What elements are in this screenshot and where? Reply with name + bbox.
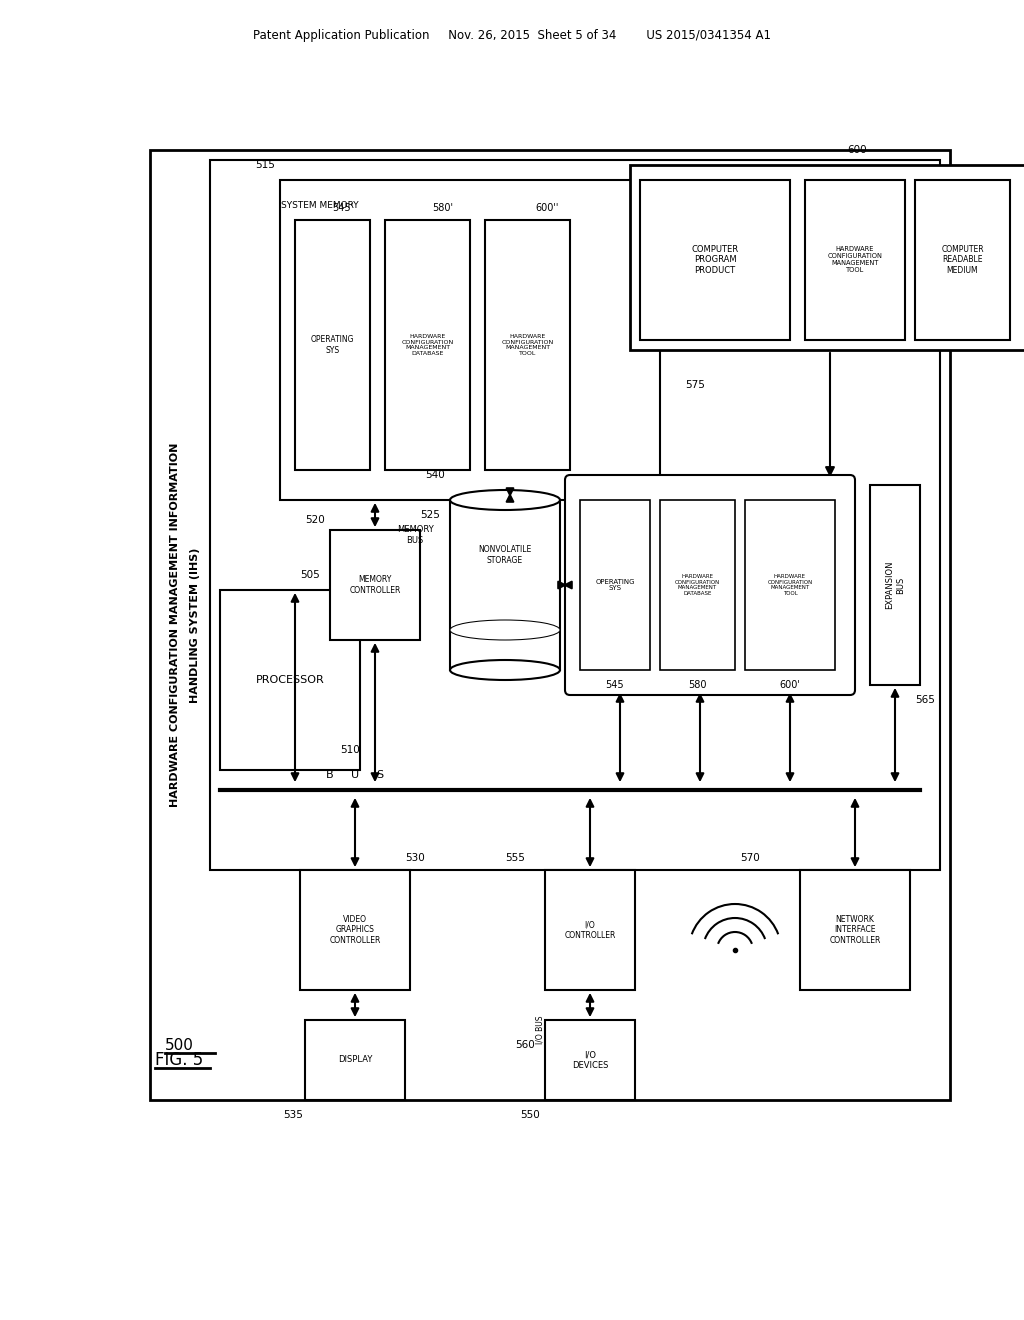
Text: 540: 540 xyxy=(425,470,444,480)
Bar xyxy=(330,531,420,640)
Text: 600'': 600'' xyxy=(536,203,559,213)
Text: I/O
DEVICES: I/O DEVICES xyxy=(571,1051,608,1069)
Bar xyxy=(210,160,940,870)
Bar xyxy=(305,1020,406,1100)
Bar xyxy=(485,220,570,470)
Text: DISPLAY: DISPLAY xyxy=(338,1056,372,1064)
Text: 550: 550 xyxy=(520,1110,540,1119)
Text: FIG. 5: FIG. 5 xyxy=(155,1051,203,1069)
Bar xyxy=(640,180,790,341)
Text: 600: 600 xyxy=(848,145,867,154)
Text: MEMORY
CONTROLLER: MEMORY CONTROLLER xyxy=(349,576,400,595)
Ellipse shape xyxy=(450,490,560,510)
Text: 530: 530 xyxy=(406,853,425,863)
Text: OPERATING
SYS: OPERATING SYS xyxy=(310,335,354,355)
Bar xyxy=(295,220,370,470)
Text: 525: 525 xyxy=(420,510,440,520)
Bar xyxy=(580,500,650,671)
Bar xyxy=(545,1020,635,1100)
Bar xyxy=(385,220,470,470)
Text: VIDEO
GRAPHICS
CONTROLLER: VIDEO GRAPHICS CONTROLLER xyxy=(330,915,381,945)
Text: 545': 545' xyxy=(332,203,353,213)
Text: I/O
CONTROLLER: I/O CONTROLLER xyxy=(564,920,615,940)
Ellipse shape xyxy=(450,660,560,680)
Text: 600': 600' xyxy=(779,680,801,690)
Text: HARDWARE
CONFIGURATION
MANAGEMENT
DATABASE: HARDWARE CONFIGURATION MANAGEMENT DATABA… xyxy=(401,334,454,356)
Text: 580: 580 xyxy=(688,680,707,690)
Text: U: U xyxy=(351,770,359,780)
Text: 500: 500 xyxy=(165,1038,194,1052)
Bar xyxy=(870,484,920,685)
Bar xyxy=(800,870,910,990)
Text: HANDLING SYSTEM (IHS): HANDLING SYSTEM (IHS) xyxy=(190,548,200,702)
Text: EXPANSION
BUS: EXPANSION BUS xyxy=(886,561,904,610)
Text: I/O BUS: I/O BUS xyxy=(536,1016,545,1044)
Text: PROCESSOR: PROCESSOR xyxy=(256,675,325,685)
Text: HARDWARE
CONFIGURATION
MANAGEMENT
DATABASE: HARDWARE CONFIGURATION MANAGEMENT DATABA… xyxy=(675,574,720,597)
Text: 560: 560 xyxy=(515,1040,535,1049)
Text: S: S xyxy=(377,770,384,780)
Text: 580': 580' xyxy=(432,203,453,213)
FancyBboxPatch shape xyxy=(565,475,855,696)
Bar xyxy=(745,500,835,671)
Text: SYSTEM MEMORY: SYSTEM MEMORY xyxy=(282,201,358,210)
Text: COMPUTER
READABLE
MEDIUM: COMPUTER READABLE MEDIUM xyxy=(941,246,984,275)
Bar xyxy=(660,500,735,671)
Bar xyxy=(280,180,660,500)
Text: HARDWARE
CONFIGURATION
MANAGEMENT
TOOL: HARDWARE CONFIGURATION MANAGEMENT TOOL xyxy=(827,247,883,273)
Text: HARDWARE CONFIGURATION MANAGEMENT INFORMATION: HARDWARE CONFIGURATION MANAGEMENT INFORM… xyxy=(170,442,180,808)
Text: 545: 545 xyxy=(605,680,625,690)
Text: 515: 515 xyxy=(255,160,274,170)
Bar xyxy=(220,590,360,770)
Text: 520: 520 xyxy=(305,515,325,525)
Text: 565: 565 xyxy=(915,696,935,705)
Text: 555: 555 xyxy=(505,853,525,863)
Bar xyxy=(150,150,950,1100)
Bar xyxy=(300,870,410,990)
Ellipse shape xyxy=(450,620,560,640)
Text: COMPUTER
PROGRAM
PRODUCT: COMPUTER PROGRAM PRODUCT xyxy=(691,246,738,275)
Text: HARDWARE
CONFIGURATION
MANAGEMENT
TOOL: HARDWARE CONFIGURATION MANAGEMENT TOOL xyxy=(502,334,554,356)
Text: 570: 570 xyxy=(740,853,760,863)
Text: NETWORK
INTERFACE
CONTROLLER: NETWORK INTERFACE CONTROLLER xyxy=(829,915,881,945)
Text: NONVOLATILE
STORAGE: NONVOLATILE STORAGE xyxy=(478,545,531,565)
Text: 510: 510 xyxy=(340,744,359,755)
Text: B: B xyxy=(327,770,334,780)
Text: HARDWARE
CONFIGURATION
MANAGEMENT
TOOL: HARDWARE CONFIGURATION MANAGEMENT TOOL xyxy=(767,574,813,597)
Text: 535: 535 xyxy=(283,1110,303,1119)
Bar xyxy=(915,180,1010,341)
Text: Patent Application Publication     Nov. 26, 2015  Sheet 5 of 34        US 2015/0: Patent Application Publication Nov. 26, … xyxy=(253,29,771,41)
Bar xyxy=(630,165,1024,350)
Text: 575: 575 xyxy=(685,380,705,389)
Text: 505: 505 xyxy=(300,570,319,579)
Text: MEMORY
BUS: MEMORY BUS xyxy=(396,525,433,545)
Bar xyxy=(805,180,905,341)
Text: OPERATING
SYS: OPERATING SYS xyxy=(595,578,635,591)
Bar xyxy=(545,870,635,990)
